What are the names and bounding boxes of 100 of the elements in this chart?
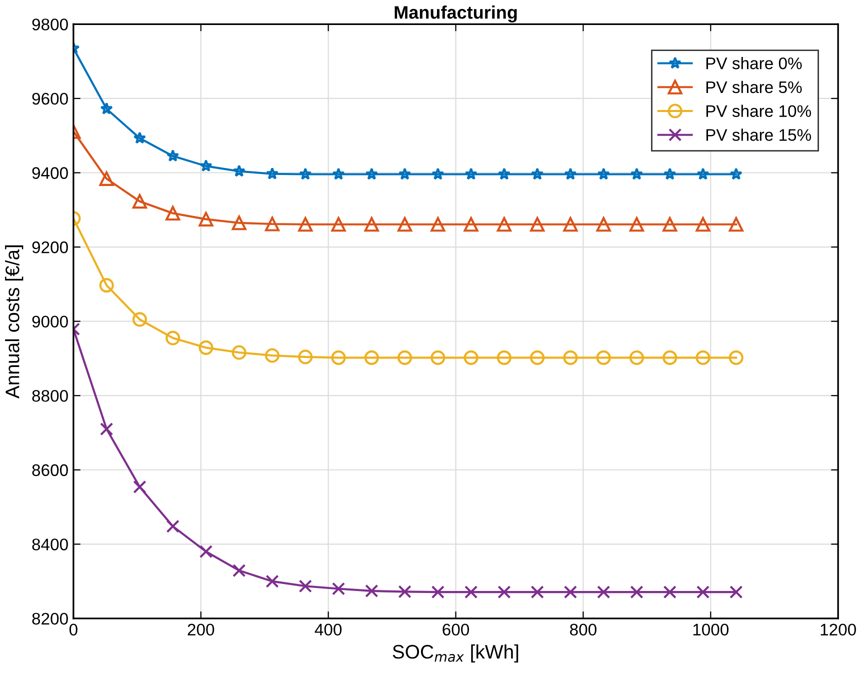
- point: [696, 168, 710, 180]
- x-tick-label: 1200: [820, 624, 856, 636]
- point: [596, 350, 611, 366]
- point: [132, 312, 148, 327]
- point: [696, 585, 710, 599]
- point: [730, 168, 742, 180]
- point: [563, 217, 578, 232]
- y-tick-label: 9600: [32, 92, 68, 105]
- point: [662, 350, 678, 366]
- point: [430, 350, 446, 366]
- point: [365, 584, 378, 598]
- x-tick-label: 400: [314, 624, 342, 636]
- point: [166, 330, 180, 346]
- point: [696, 217, 710, 232]
- point: [133, 480, 146, 494]
- point: [199, 544, 213, 558]
- point: [99, 278, 114, 293]
- legend-label: PV share 0%: [706, 57, 802, 70]
- point: [264, 216, 280, 232]
- point: [299, 168, 312, 180]
- y-tick-label: 9800: [32, 18, 68, 30]
- point: [530, 217, 545, 232]
- point: [298, 350, 313, 364]
- x-tick-label: 600: [442, 624, 470, 636]
- point: [200, 159, 212, 172]
- point: [596, 585, 610, 599]
- point: [730, 585, 743, 599]
- point: [464, 168, 478, 180]
- point: [496, 350, 512, 366]
- point: [662, 217, 678, 232]
- point: [398, 585, 412, 598]
- point: [530, 168, 544, 180]
- point: [432, 168, 444, 180]
- point: [264, 348, 280, 363]
- x-tick-label: 800: [570, 624, 596, 636]
- point: [364, 350, 379, 366]
- point: [498, 585, 511, 599]
- point: [166, 520, 180, 533]
- legend-label: PV share 10%: [706, 104, 812, 117]
- point: [728, 350, 744, 366]
- point: [564, 585, 578, 599]
- x-axis-title: SOC$_{max}$ [kWh]: [392, 644, 518, 663]
- point: [298, 217, 313, 232]
- point: [563, 350, 578, 366]
- point: [331, 217, 346, 232]
- y-tick-label: 9200: [32, 241, 68, 254]
- point: [266, 167, 279, 180]
- point: [332, 168, 345, 180]
- y-tick-label: 8200: [32, 612, 68, 625]
- point: [100, 422, 114, 436]
- point: [530, 350, 545, 366]
- point: [198, 340, 214, 355]
- point: [464, 350, 478, 366]
- y-axis-title: Annual costs [€/a]: [5, 245, 24, 399]
- y-tick-label: 9400: [32, 167, 68, 179]
- point: [728, 217, 744, 232]
- point: [564, 168, 577, 180]
- point: [198, 212, 214, 226]
- point: [99, 171, 114, 186]
- point: [430, 217, 446, 232]
- point: [132, 194, 148, 209]
- y-tick-label: 8800: [32, 390, 68, 402]
- point: [331, 350, 346, 366]
- point: [664, 168, 676, 180]
- point: [629, 350, 644, 366]
- point: [630, 168, 644, 180]
- y-tick-label: 8600: [32, 464, 68, 476]
- point: [629, 217, 644, 232]
- point: [232, 345, 246, 360]
- point: [596, 217, 611, 232]
- point: [464, 585, 478, 599]
- point: [232, 564, 246, 578]
- point: [696, 350, 710, 366]
- point: [133, 132, 146, 144]
- point: [298, 580, 312, 593]
- point: [498, 168, 511, 180]
- chart-title: Manufacturing: [394, 6, 517, 22]
- x-tick-label: 1000: [693, 624, 729, 636]
- point: [332, 582, 346, 596]
- point: [630, 585, 644, 599]
- point: [464, 217, 478, 232]
- legend-label: PV share 15%: [706, 128, 812, 141]
- y-tick-label: 8400: [32, 538, 68, 550]
- point: [365, 168, 378, 180]
- point: [397, 217, 412, 232]
- point: [431, 585, 445, 599]
- point: [166, 206, 180, 221]
- point: [397, 350, 412, 366]
- point: [232, 216, 246, 230]
- x-tick-label: 0: [69, 624, 78, 636]
- point: [663, 585, 676, 599]
- point: [100, 102, 113, 114]
- point: [166, 149, 180, 162]
- point: [364, 217, 379, 232]
- point: [597, 168, 610, 180]
- point: [232, 164, 246, 177]
- point: [530, 585, 544, 599]
- point: [266, 574, 279, 588]
- point: [496, 217, 512, 232]
- y-tick-label: 9000: [32, 316, 68, 328]
